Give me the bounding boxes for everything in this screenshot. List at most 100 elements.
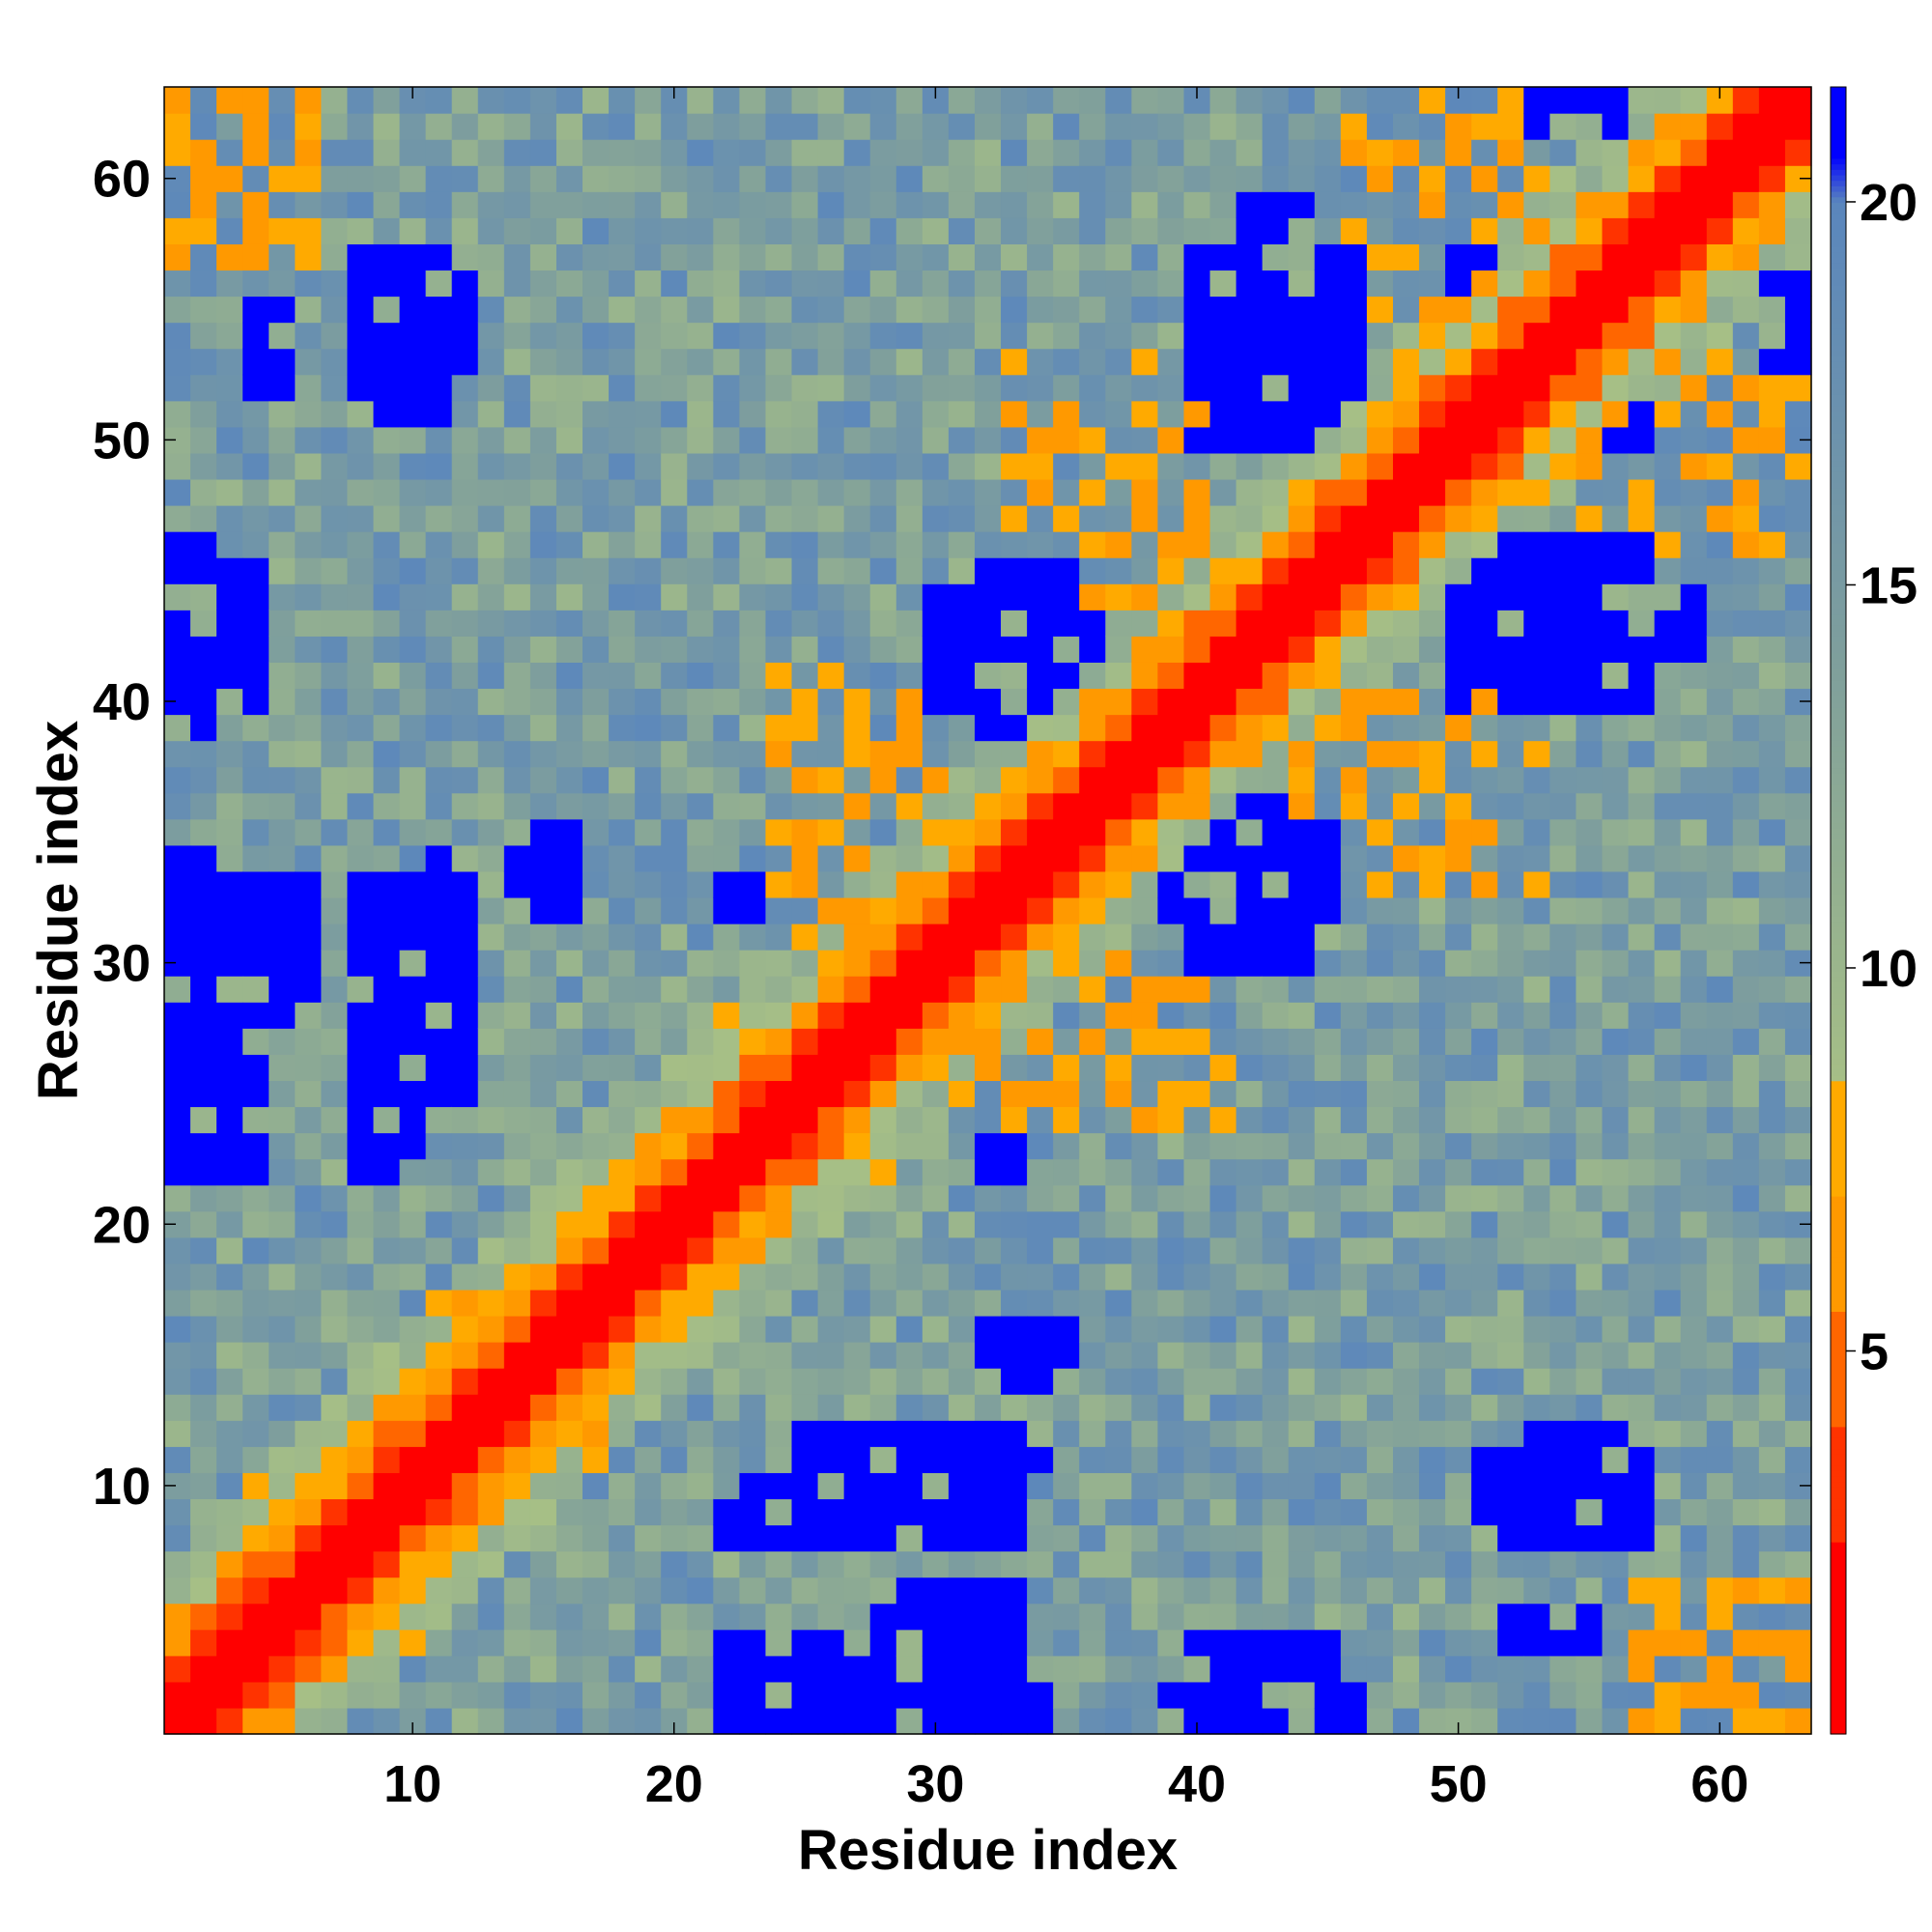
heatmap-cell [503,896,531,924]
heatmap-cell [1471,610,1498,637]
heatmap-cell [1262,1289,1290,1317]
heatmap-cell [1602,1028,1630,1055]
heatmap-cell [373,1080,401,1108]
heatmap-cell [347,478,375,506]
colorbar-segment [1831,1289,1846,1295]
colorbar-segment [1831,1300,1846,1307]
heatmap-cell [1654,1577,1682,1605]
heatmap-cell [242,322,270,350]
colorbar-segment [1831,1278,1846,1285]
heatmap-cell [503,818,531,846]
heatmap-cell [1105,583,1132,611]
heatmap-cell [1001,1132,1028,1160]
heatmap-cell [687,714,714,742]
heatmap-cell [1549,1681,1577,1709]
heatmap-cell [895,1315,923,1343]
heatmap-cell [321,1184,349,1212]
heatmap-cell [425,243,453,271]
colorbar-segment [1831,674,1846,681]
heatmap-cell [765,1550,793,1578]
heatmap-cell [242,505,270,532]
heatmap-cell [1027,610,1054,637]
heatmap-cell [1549,505,1577,532]
heatmap-cell [425,1289,453,1317]
heatmap-cell [373,870,401,898]
heatmap-cell [1131,1132,1159,1160]
heatmap-cell [1784,139,1812,166]
colorbar-segment [1831,734,1846,741]
heatmap-cell [1680,662,1708,690]
heatmap-cell [661,950,688,977]
heatmap-cell [321,1394,349,1421]
heatmap-cell [713,1629,740,1657]
heatmap-cell [1340,296,1368,324]
heatmap-cell [1445,505,1472,532]
heatmap-cell [687,348,714,376]
heatmap-cell [295,1446,322,1473]
heatmap-cell [1105,505,1132,532]
heatmap-cell [1314,714,1342,742]
heatmap-cell [425,557,453,584]
colorbar-segment [1831,190,1846,198]
heatmap-cell [1079,1080,1106,1108]
heatmap-cell [1288,139,1316,166]
heatmap-cell [477,583,505,611]
heatmap-cell [1183,452,1211,480]
heatmap-cell [869,139,897,166]
heatmap-cell [216,1681,243,1709]
colorbar-segment [1831,1421,1846,1428]
heatmap-cell [347,1681,375,1709]
heatmap-cell [1183,870,1211,898]
heatmap-cell [1366,844,1394,872]
heatmap-cell [1758,1655,1786,1683]
heatmap-cell [1157,1184,1185,1212]
heatmap-cell [1549,1577,1577,1605]
heatmap-cell [1784,1342,1812,1369]
heatmap-cell [1183,1550,1211,1578]
heatmap-cell [1784,1368,1812,1395]
heatmap-cell [1001,322,1028,350]
heatmap-cell [895,426,923,454]
heatmap-cell [1366,505,1394,532]
heatmap-cell [1131,1158,1159,1186]
heatmap-cell [1576,1184,1604,1212]
heatmap-cell [1001,452,1028,480]
heatmap-cell [1445,1681,1472,1709]
heatmap-cell [190,1080,217,1108]
heatmap-cell [555,844,583,872]
colorbar-segment [1831,1272,1846,1279]
heatmap-cell [1183,243,1211,271]
heatmap-cell [1131,1550,1159,1578]
heatmap-cell [1602,1550,1630,1578]
heatmap-cell [399,896,427,924]
colorbar-segment [1831,136,1846,143]
heatmap-cell [1053,1132,1080,1160]
heatmap-cell [373,1028,401,1055]
heatmap-cell [869,1289,897,1317]
heatmap-cell [1576,1577,1604,1605]
heatmap-cell [503,217,531,244]
heatmap-cell [739,374,767,402]
heatmap-cell [1706,478,1734,506]
heatmap-cell [216,426,243,454]
heatmap-cell [164,505,191,532]
heatmap-cell [713,950,740,977]
heatmap-cell [399,1603,427,1631]
heatmap-cell [321,1498,349,1526]
heatmap-cell [1027,452,1054,480]
heatmap-cell [1053,766,1080,794]
heatmap-cell [321,478,349,506]
heatmap-cell [555,1446,583,1473]
heatmap-cell [609,818,636,846]
heatmap-cell [1497,1524,1524,1552]
heatmap-cell [687,165,714,192]
heatmap-cell [922,139,950,166]
heatmap-cell [451,165,479,192]
heatmap-cell [190,1420,217,1447]
heatmap-cell [1602,976,1630,1003]
heatmap-cell [713,662,740,690]
heatmap-cell [1131,976,1159,1003]
heatmap-cell [1602,452,1630,480]
heatmap-cell [948,531,976,558]
heatmap-cell [1262,87,1290,114]
